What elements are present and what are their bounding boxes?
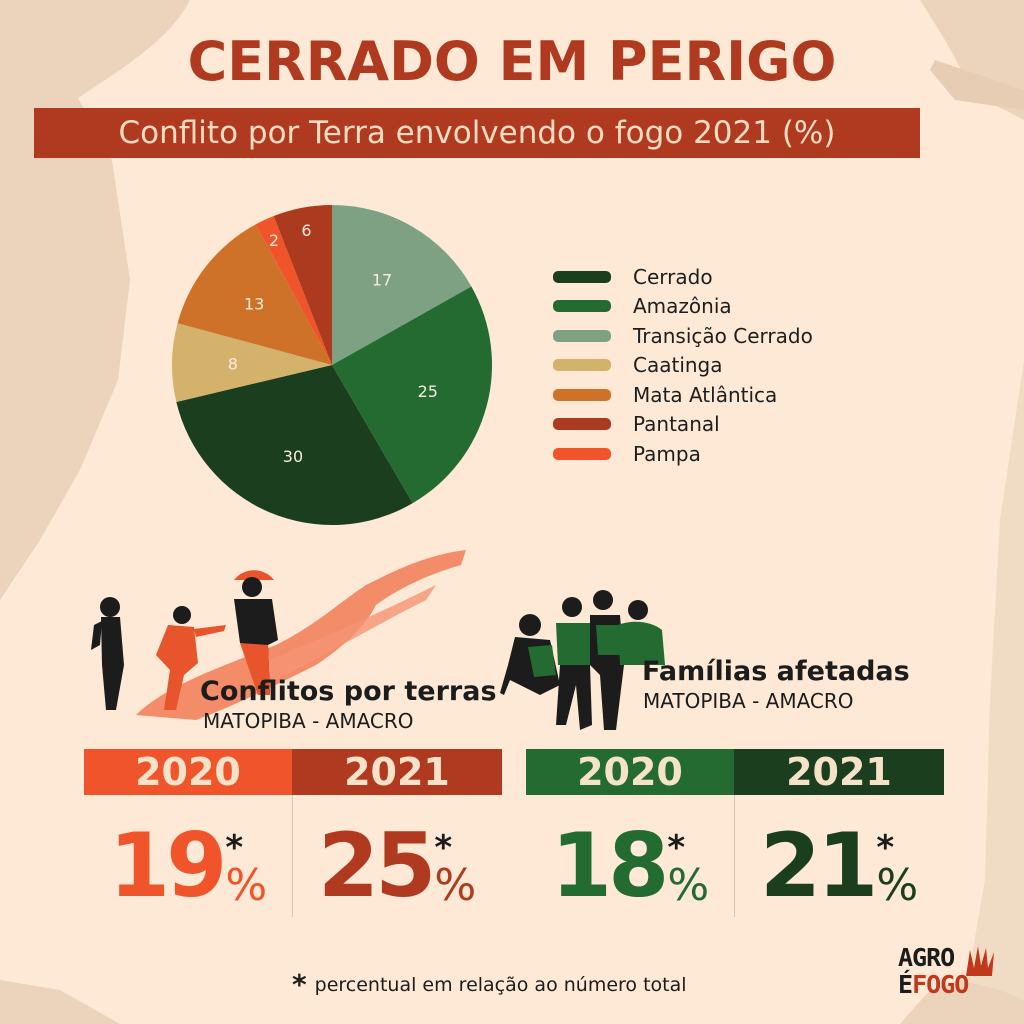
agro-e-fogo-logo: AGRO ÉFOGO [898, 944, 998, 1004]
families-illustration [500, 590, 665, 730]
pie-slice-label: 2 [269, 231, 279, 250]
asterisk-icon: * [292, 968, 307, 1001]
column-divider [292, 795, 293, 917]
page-title: CERRADO EM PERIGO [187, 30, 837, 93]
stat-unit: % [225, 860, 268, 911]
legend-swatch [553, 388, 611, 401]
familias-year-2020: 2020 [526, 749, 734, 795]
subtitle-banner: Conflito por Terra envolvendo o fogo 202… [34, 108, 920, 158]
chart-subtitle: Conflito por Terra envolvendo o fogo 202… [118, 115, 836, 151]
logo-fogo: FOGO [912, 970, 969, 999]
pie-slice-pampa [255, 216, 332, 365]
pie-slice-label: 30 [283, 447, 303, 466]
legend-label: Transição Cerrado [633, 323, 813, 348]
footnote: * percentual em relação ao número total [292, 968, 687, 1001]
legend-item: Cerrado [553, 262, 813, 292]
pie-slice-label: 13 [244, 294, 264, 313]
conflitos-stat-2021: 25 * % [292, 810, 502, 910]
stat-value: 21 [759, 814, 878, 917]
stat-unit: % [434, 860, 477, 911]
asterisk-icon: * [876, 828, 895, 868]
stat-value: 19 [108, 814, 227, 917]
legend-label: Pantanal [633, 412, 720, 437]
pie-slice-caatinga [172, 323, 332, 402]
legend-item: Pantanal [553, 410, 813, 440]
asterisk-icon: * [667, 828, 686, 868]
legend-item: Mata Atlântica [553, 380, 813, 410]
pie-chart: 17 25 30 8 13 2 6 [172, 205, 492, 525]
asterisk-icon: * [225, 828, 244, 868]
legend-item: Pampa [553, 439, 813, 469]
pie-slice-label: 25 [418, 382, 438, 401]
conflitos-stat-2020: 19 * % [84, 810, 292, 910]
legend-item: Amazônia [553, 292, 813, 322]
stat-value: 25 [317, 814, 436, 917]
familias-year-2021: 2021 [734, 749, 944, 795]
conflitos-year-2020: 2020 [84, 749, 292, 795]
stat-unit: % [876, 860, 919, 911]
logo-line-1: AGRO [898, 943, 955, 972]
familias-title: Famílias afetadas [642, 656, 910, 687]
pie-slice-cerrado [176, 365, 413, 525]
legend-label: Pampa [633, 441, 701, 466]
people-running-illustration [91, 550, 466, 720]
legend-label: Cerrado [633, 264, 713, 289]
footnote-text: percentual em relação ao número total [314, 973, 687, 996]
column-divider [734, 795, 735, 917]
familias-stat-2021: 21 * % [734, 810, 944, 910]
pie-slice-label: 17 [372, 270, 392, 289]
stat-unit: % [667, 860, 710, 911]
legend-item: Caatinga [553, 351, 813, 381]
pie-slice-label: 8 [228, 354, 238, 373]
legend-swatch [553, 447, 611, 460]
pie-slice-transi-o-cerrado [332, 205, 472, 365]
legend-swatch [553, 418, 611, 431]
pie-slice-pantanal [273, 205, 332, 365]
pie-slice-mata-atl-ntica [177, 224, 332, 365]
legend-swatch [553, 270, 611, 283]
familias-subtitle: MATOPIBA - AMACRO [643, 689, 854, 713]
legend-label: Amazônia [633, 294, 732, 319]
pie-slice-label: 6 [301, 221, 311, 240]
conflitos-title: Conflitos por terras [200, 676, 497, 707]
conflitos-subtitle: MATOPIBA - AMACRO [203, 709, 414, 733]
legend-swatch [553, 359, 611, 372]
stat-value: 18 [550, 814, 669, 917]
flame-icon [966, 946, 994, 976]
asterisk-icon: * [434, 828, 453, 868]
legend-swatch [553, 329, 611, 342]
legend-item: Transição Cerrado [553, 321, 813, 351]
pie-slice-amaz-nia [332, 286, 492, 504]
familias-stat-2020: 18 * % [526, 810, 734, 910]
logo-e: É [898, 970, 913, 999]
chart-legend: Cerrado Amazônia Transição Cerrado Caatinga… [553, 262, 813, 469]
legend-label: Caatinga [633, 353, 723, 378]
conflitos-year-2021: 2021 [292, 749, 502, 795]
legend-swatch [553, 300, 611, 313]
legend-label: Mata Atlântica [633, 382, 778, 407]
